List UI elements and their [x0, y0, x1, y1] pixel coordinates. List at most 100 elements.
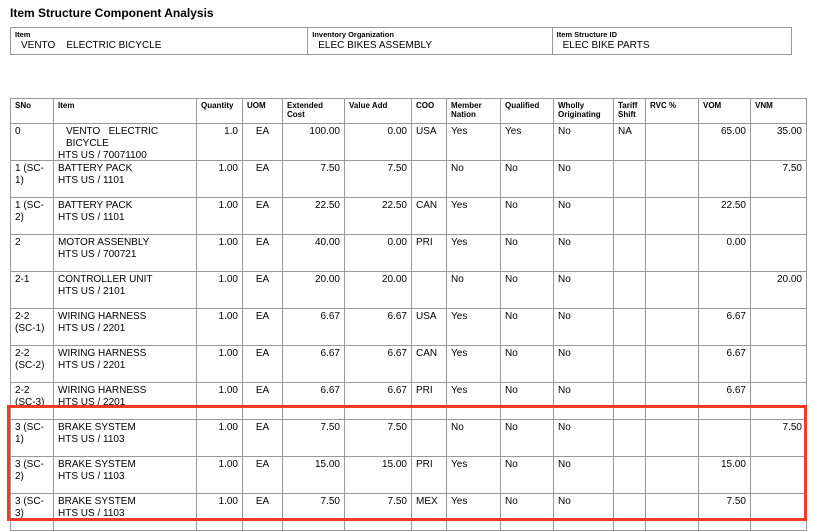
cell-content: PRI [416, 385, 433, 396]
cell-content: No [558, 459, 571, 470]
table-cell: No [500, 197, 554, 235]
table-cell: 6.67 [344, 308, 412, 346]
cell-content: EA [255, 311, 270, 322]
table-row: 3 (SC-3) BRAKE SYSTEM HTS US / 1103 1.00 EA 7… [10, 493, 807, 531]
table-cell: 6.67 [698, 308, 751, 346]
info-field: Item Structure ID ELEC BIKE PARTS [553, 28, 791, 54]
table-cell [645, 271, 699, 309]
cell-content: 2-1 [15, 274, 30, 285]
cell-content: Yes [451, 385, 468, 396]
table-cell: 22.50 [344, 197, 412, 235]
table-cell [698, 160, 751, 198]
table-cell [750, 456, 807, 494]
table-row: 2-2 (SC-3) WIRING HARNESS HTS US / 2201 1.0… [10, 382, 807, 420]
cell-content: PRI [416, 459, 433, 470]
table-cell: 40.00 [282, 234, 345, 272]
table-row: 1 (SC-1) BATTERY PACK HTS US / 1101 1.00 EA 7… [10, 160, 807, 198]
table-cell [613, 419, 646, 457]
item-name: WIRING HARNESS [58, 385, 147, 396]
table-cell [645, 493, 699, 531]
cell-content: Yes [451, 200, 468, 211]
table-cell [613, 271, 646, 309]
report-title: Item Structure Component Analysis [10, 6, 214, 20]
table-cell: No [500, 345, 554, 383]
table-cell: 1.00 [196, 160, 243, 198]
cell-content: EA [255, 200, 270, 211]
cell-content: No [451, 163, 464, 174]
cell-content: No [558, 274, 571, 285]
table-cell: No [446, 419, 501, 457]
cell-content: VENTO ELECTRIC BICYCLE HTS US / 70071100 [58, 126, 192, 158]
table-cell: WIRING HARNESS HTS US / 2201 [53, 345, 197, 383]
item-hts: HTS US / 1101 [58, 175, 125, 186]
cell-content: 22.50 [381, 200, 407, 211]
table-cell: No [446, 160, 501, 198]
cell-content [755, 348, 802, 380]
cell-content [650, 385, 694, 417]
table-cell: No [553, 234, 614, 272]
cell-content: No [505, 200, 518, 211]
cell-content: 6.67 [726, 311, 746, 322]
cell-content: 20.00 [314, 274, 340, 285]
cell-content: 35.00 [776, 126, 802, 137]
table-cell: 2-2 (SC-3) [10, 382, 54, 420]
table-cell: EA [242, 271, 283, 309]
cell-content: 0.00 [387, 126, 407, 137]
cell-content: No [505, 459, 518, 470]
cell-content [703, 274, 746, 306]
table-cell: 7.50 [282, 419, 345, 457]
cell-content [755, 496, 802, 528]
cell-content [618, 385, 641, 417]
table-cell: 0.00 [344, 123, 412, 161]
cell-content: EA [255, 385, 270, 396]
cell-content: BATTERY PACK HTS US / 1101 [58, 163, 192, 195]
item-hts: HTS US / 700721 [58, 249, 137, 260]
table-cell: 1.00 [196, 456, 243, 494]
table-cell: 7.50 [344, 493, 412, 531]
table-cell [411, 160, 447, 198]
table-cell: 15.00 [344, 456, 412, 494]
cell-content: EA [255, 496, 270, 507]
cell-content [755, 459, 802, 491]
cell-content: No [505, 237, 518, 248]
cell-content [650, 496, 694, 528]
item-name: BRAKE SYSTEM [58, 496, 136, 507]
cell-content: 7.50 [320, 163, 340, 174]
cell-content [618, 348, 641, 380]
cell-content: 15.00 [720, 459, 746, 470]
column-header: Value Add [344, 98, 412, 124]
cell-content: No [505, 496, 518, 507]
table-cell [750, 493, 807, 531]
cell-content: No [505, 422, 518, 433]
info-label: Inventory Organization [312, 30, 394, 39]
table-cell: 2 [10, 234, 54, 272]
cell-content: No [558, 237, 571, 248]
column-header: Quantity [196, 98, 243, 124]
table-cell: 7.50 [344, 160, 412, 198]
cell-content [618, 459, 641, 491]
cell-content: 20.00 [776, 274, 802, 285]
table-cell [750, 234, 807, 272]
cell-content: Yes [451, 496, 468, 507]
info-label: Item Structure ID [556, 30, 618, 39]
table-cell: 6.67 [282, 382, 345, 420]
column-header: COO [411, 98, 447, 124]
cell-content: 7.50 [387, 422, 407, 433]
cell-content: 1.00 [218, 163, 238, 174]
cell-content: 7.50 [320, 496, 340, 507]
item-hts: HTS US / 2101 [58, 286, 126, 297]
cell-content: 65.00 [720, 126, 746, 137]
cell-content: 2-2 (SC-1) [15, 311, 45, 334]
table-cell [613, 345, 646, 383]
cell-content: PRI [416, 237, 433, 248]
table-cell: 6.67 [344, 345, 412, 383]
table-row: 2-2 (SC-1) WIRING HARNESS HTS US / 2201 1.0… [10, 308, 807, 346]
cell-content: 6.67 [320, 348, 340, 359]
table-cell: No [553, 493, 614, 531]
cell-content: No [451, 422, 464, 433]
table-cell: 0 [10, 123, 54, 161]
table-cell: 1 (SC-1) [10, 160, 54, 198]
cell-content: 1.00 [218, 385, 238, 396]
cell-content [650, 237, 694, 269]
cell-content: No [558, 385, 571, 396]
